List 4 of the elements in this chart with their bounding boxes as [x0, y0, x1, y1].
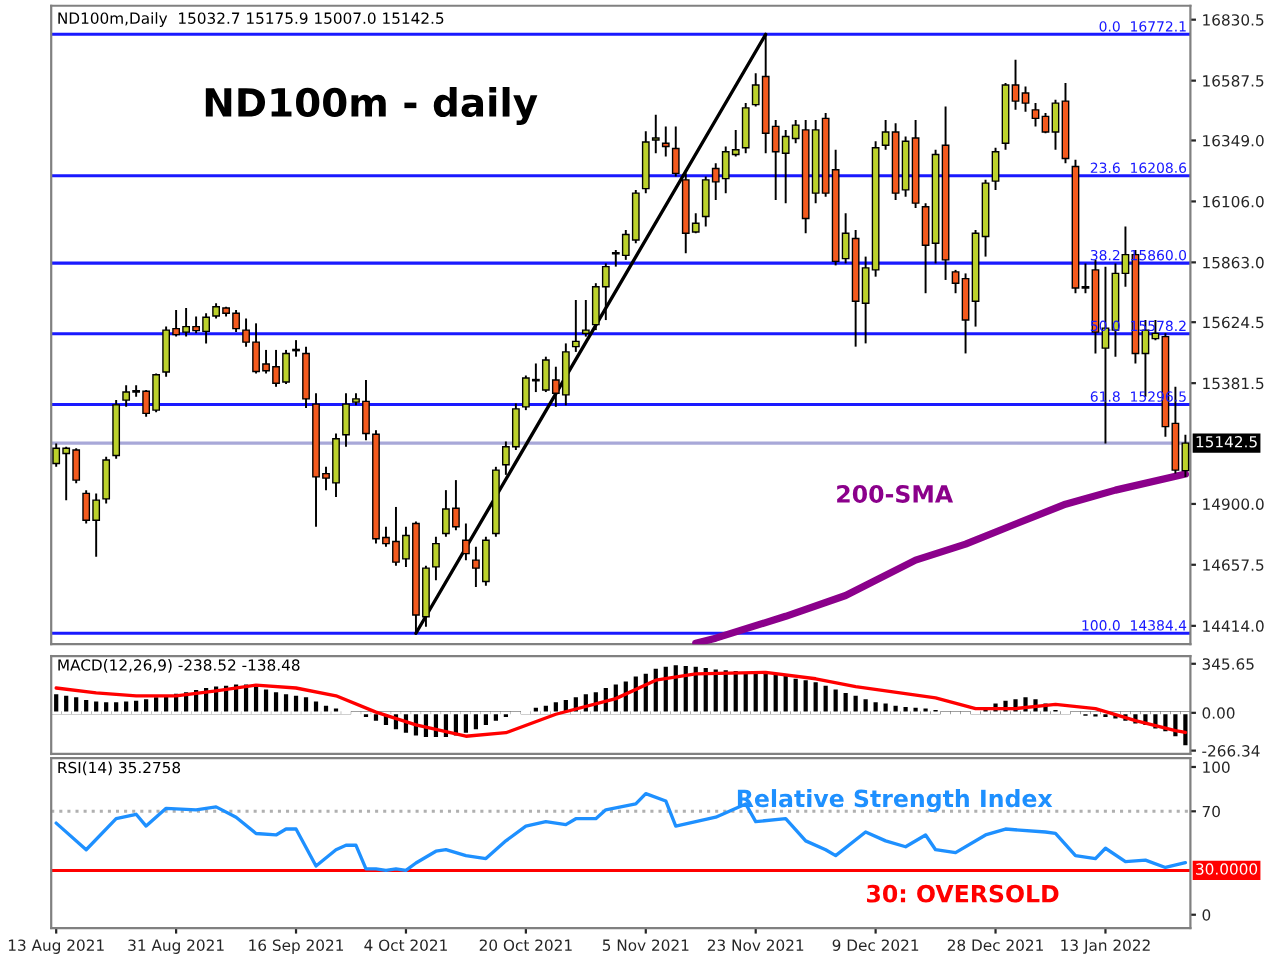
annotation: 30: OVERSOLD — [867, 884, 1059, 903]
annotation: 200-SMA — [837, 485, 954, 503]
annotation: ND100m - daily — [205, 87, 538, 125]
annotation: Relative Strength Index — [737, 789, 1053, 813]
